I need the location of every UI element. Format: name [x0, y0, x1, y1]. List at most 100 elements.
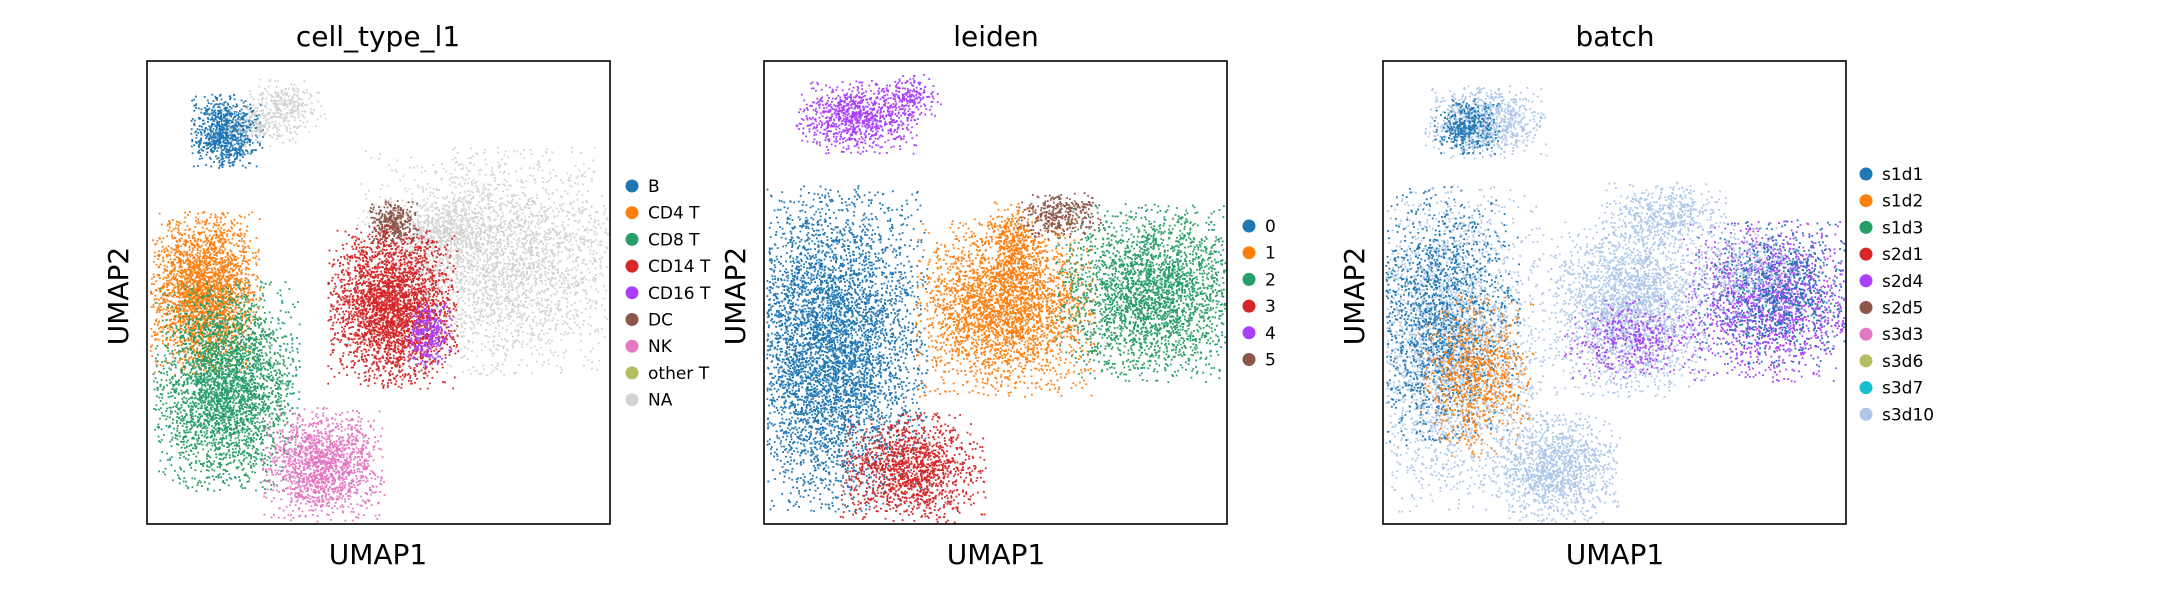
legend-marker — [1860, 354, 1873, 367]
scatter-points — [766, 74, 1226, 523]
legend-label: NK — [648, 337, 673, 357]
legend-marker — [1243, 273, 1256, 286]
legend-marker — [1243, 326, 1256, 339]
legend-label: s3d7 — [1882, 379, 1923, 399]
legend-marker — [1860, 408, 1873, 421]
legend-item: 1 — [1243, 244, 1276, 264]
cluster-points-3 — [840, 412, 987, 524]
legend-label: 5 — [1265, 351, 1276, 371]
scatter-points — [150, 79, 609, 523]
legend-item: CD16 T — [626, 284, 711, 304]
legend-marker — [1243, 353, 1256, 366]
legend-marker — [626, 206, 639, 219]
legend-item: 4 — [1243, 324, 1276, 344]
scatter-points — [1385, 85, 1845, 523]
legend-label: 0 — [1265, 217, 1276, 237]
legend-label: s3d6 — [1882, 352, 1923, 372]
legend-label: NA — [648, 391, 673, 411]
legend-item: CD4 T — [626, 204, 701, 224]
x-axis-label: UMAP1 — [1566, 538, 1665, 571]
legend-label: CD4 T — [648, 204, 700, 224]
legend-marker — [626, 393, 639, 406]
legend-item: s2d5 — [1860, 299, 1924, 319]
legend-marker — [626, 366, 639, 379]
legend-marker — [626, 233, 639, 246]
legend: s1d1 s1d2 s1d3 s2d1 s2d4 s2d5 s3d3 s3d6 s3d7 s3d1… — [1860, 165, 1935, 425]
cluster-points-nk — [262, 407, 385, 523]
legend-label: s1d3 — [1882, 218, 1923, 238]
cluster-points-na — [246, 79, 327, 129]
cluster-points-5 — [1016, 192, 1105, 240]
panel-title: cell_type_l1 — [296, 20, 460, 53]
legend-item: DC — [626, 311, 673, 331]
cluster-points-s3d10 — [1601, 182, 1727, 248]
legend-label: DC — [648, 311, 673, 331]
legend-item: s2d1 — [1860, 245, 1924, 265]
legend-label: CD14 T — [648, 257, 711, 277]
legend-label: s1d2 — [1882, 192, 1923, 212]
panel-batch: batch UMAP1 UMAP2 s1d1 s1d2 s1d3 s2d1 s2d4 s2… — [1338, 20, 1934, 571]
legend-label: s3d10 — [1882, 405, 1934, 425]
legend-marker — [626, 180, 639, 193]
legend-marker — [1243, 220, 1256, 233]
cluster-points-s1d1 — [1695, 219, 1845, 367]
legend-label: 1 — [1265, 244, 1276, 264]
legend-item: 5 — [1243, 351, 1276, 371]
legend: 0 1 2 3 4 5 — [1243, 217, 1276, 371]
legend: B CD4 T CD8 T CD14 T CD16 T DC NK other T NA — [626, 177, 711, 411]
legend-marker — [626, 313, 639, 326]
legend-item: NK — [626, 337, 673, 357]
legend-label: other T — [648, 364, 710, 384]
legend-item: other T — [626, 364, 710, 384]
x-axis-label: UMAP1 — [947, 538, 1046, 571]
cluster-points-2 — [1055, 203, 1226, 383]
legend-marker — [1860, 328, 1873, 341]
legend-item: CD8 T — [626, 230, 701, 250]
legend-item: s2d4 — [1860, 272, 1924, 292]
legend-label: B — [648, 177, 660, 197]
cluster-points-s3d10 — [1547, 217, 1710, 398]
legend-item: s3d3 — [1860, 325, 1924, 345]
legend-item: NA — [626, 391, 673, 411]
legend-label: CD8 T — [648, 230, 700, 250]
legend-marker — [1860, 221, 1873, 234]
legend-marker — [1860, 301, 1873, 314]
legend-marker — [626, 286, 639, 299]
x-axis-label: UMAP1 — [329, 538, 428, 571]
legend-item: 0 — [1243, 217, 1276, 237]
legend-item: 3 — [1243, 297, 1276, 317]
legend-label: 4 — [1265, 324, 1276, 344]
legend-item: s3d7 — [1860, 379, 1924, 399]
panel-title: batch — [1575, 20, 1654, 53]
legend-label: s2d4 — [1882, 272, 1923, 292]
cluster-points-cd14-t — [327, 225, 459, 390]
legend-label: CD16 T — [648, 284, 711, 304]
legend-marker — [1860, 194, 1873, 207]
legend-label: s2d1 — [1882, 245, 1923, 265]
legend-item: s3d6 — [1860, 352, 1924, 372]
legend-item: s3d10 — [1860, 405, 1935, 425]
legend-label: 2 — [1265, 270, 1276, 290]
legend-item: s1d3 — [1860, 218, 1924, 238]
legend-marker — [1860, 248, 1873, 261]
cluster-points-1 — [915, 217, 1096, 397]
legend-marker — [1860, 168, 1873, 181]
y-axis-label: UMAP2 — [719, 247, 752, 346]
legend-marker — [626, 260, 639, 273]
legend-item: s1d1 — [1860, 165, 1924, 185]
legend-marker — [1243, 246, 1256, 259]
legend-marker — [1243, 300, 1256, 313]
legend-label: s2d5 — [1882, 299, 1923, 319]
cluster-points-4 — [875, 74, 942, 122]
legend-marker — [1860, 274, 1873, 287]
y-axis-label: UMAP2 — [1338, 247, 1371, 346]
legend-label: s1d1 — [1882, 165, 1923, 185]
legend-item: 2 — [1243, 270, 1276, 290]
legend-item: CD14 T — [626, 257, 711, 277]
legend-item: B — [626, 177, 660, 197]
legend-marker — [1860, 381, 1873, 394]
legend-marker — [626, 340, 639, 353]
